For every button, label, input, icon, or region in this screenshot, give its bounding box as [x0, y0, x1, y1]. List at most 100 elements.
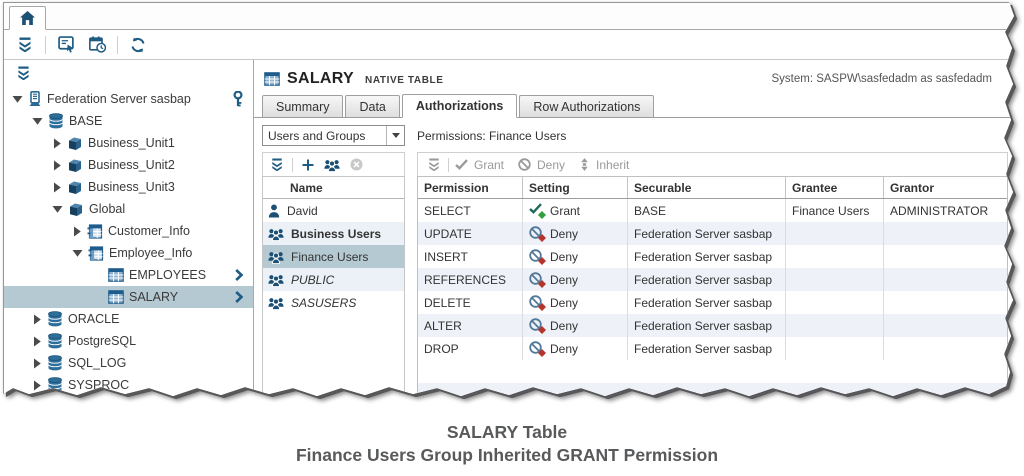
home-tab[interactable]: [9, 6, 46, 30]
expander-closed-icon[interactable]: [32, 358, 42, 369]
toolbar-separator: [448, 157, 449, 172]
remove-circle-icon: [350, 158, 363, 171]
key-icon[interactable]: [233, 91, 243, 107]
figure-caption: SALARY Table Finance Users Group Inherit…: [0, 421, 1014, 467]
column-header-grantor[interactable]: Grantor: [890, 180, 935, 195]
toolbar-separator: [45, 35, 46, 54]
tree-item-oracle[interactable]: ORACLE: [4, 308, 253, 330]
column-header-securable[interactable]: Securable: [628, 177, 786, 198]
user-row-sasusers[interactable]: SASUSERS: [263, 291, 404, 314]
tree-item-business-unit1[interactable]: Business_Unit1: [4, 132, 253, 154]
permission-row-drop[interactable]: DROP Deny Federation Server sasbap: [418, 337, 1007, 360]
group-icon: [268, 273, 284, 287]
column-header-permission[interactable]: Permission: [418, 177, 523, 198]
toolbar-separator: [117, 35, 118, 54]
deny-setting-icon: [529, 249, 545, 264]
actions-menu-button[interactable]: [14, 34, 36, 56]
users-list-header: Name: [263, 177, 404, 199]
tree-item-sysproc[interactable]: SYSPROC: [4, 374, 253, 396]
catalog-icon: [67, 158, 83, 173]
expander-closed-icon[interactable]: [32, 314, 42, 325]
user-row-david[interactable]: David: [263, 199, 404, 222]
add-group-button[interactable]: [323, 154, 341, 176]
user-row-public[interactable]: PUBLIC: [263, 268, 404, 291]
chevron-down-icon: [392, 133, 400, 138]
tree-item-customer-info[interactable]: Customer_Info: [4, 220, 253, 242]
sql-console-button[interactable]: [55, 34, 77, 56]
add-identity-button[interactable]: [300, 154, 316, 176]
expander-closed-icon[interactable]: [32, 336, 42, 347]
tree-item-label: EMPLOYEES: [129, 268, 207, 282]
user-row-business-users[interactable]: Business Users: [263, 222, 404, 245]
inherit-button-disabled[interactable]: Inherit: [596, 157, 630, 172]
expander-closed-icon[interactable]: [32, 380, 42, 391]
tab-data[interactable]: Data: [345, 95, 400, 117]
tree-item-label: ORACLE: [68, 312, 120, 326]
top-tab-strip: [4, 3, 1014, 30]
column-header-grantee[interactable]: Grantee: [786, 177, 884, 198]
deny-setting-icon: [529, 226, 545, 241]
expander-closed-icon[interactable]: [52, 160, 62, 171]
chevron-right-icon[interactable]: [235, 291, 243, 303]
table-icon: [108, 268, 124, 282]
tab-authorizations[interactable]: Authorizations: [401, 94, 518, 118]
database-icon: [47, 355, 63, 371]
refresh-button[interactable]: [127, 34, 149, 56]
tab-row-authorizations[interactable]: Row Authorizations: [519, 95, 655, 117]
users-actions-menu-button[interactable]: [269, 154, 285, 176]
tree-item-business-unit3[interactable]: Business_Unit3: [4, 176, 253, 198]
tree-item-postgresql[interactable]: PostgreSQL: [4, 330, 253, 352]
permission-row-alter[interactable]: ALTER Deny Federation Server sasbap: [418, 314, 1007, 337]
permission-row-delete[interactable]: DELETE Deny Federation Server sasbap: [418, 291, 1007, 314]
chevron-right-icon[interactable]: [235, 269, 243, 281]
expander-open-icon[interactable]: [12, 94, 23, 104]
tab-summary[interactable]: Summary: [262, 95, 344, 117]
dropdown-arrow-button[interactable]: [386, 126, 404, 145]
group-icon: [268, 296, 284, 310]
tree-item-base[interactable]: BASE: [4, 110, 253, 132]
tree-actions-menu-button[interactable]: [12, 62, 34, 84]
tree-item-business-unit2[interactable]: Business_Unit2: [4, 154, 253, 176]
expander-open-icon[interactable]: [52, 204, 63, 214]
column-header-setting[interactable]: Setting: [523, 177, 628, 198]
permission-row-insert[interactable]: INSERT Deny Federation Server sasbap: [418, 245, 1007, 268]
permissions-table: Permission Setting Securable Grantee Gra…: [417, 176, 1008, 396]
tree-item-global[interactable]: Global: [4, 198, 253, 220]
tree-item-salary[interactable]: SALARY: [4, 286, 253, 308]
expander-open-icon[interactable]: [32, 116, 43, 126]
tree-item-label: Global: [89, 202, 126, 216]
caption-line1: SALARY Table: [446, 422, 568, 442]
tree-item-label: Business_Unit1: [88, 136, 175, 150]
schedule-button[interactable]: [86, 34, 108, 56]
database-icon: [47, 311, 63, 327]
server-icon: [28, 91, 42, 107]
actions-menu-icon: [17, 66, 30, 80]
database-icon: [47, 377, 63, 393]
deny-setting-icon: [529, 318, 545, 333]
expander-open-icon[interactable]: [72, 248, 83, 258]
group-icon: [268, 250, 284, 264]
tree-item-label: Federation Server sasbap: [47, 92, 191, 106]
deny-button-disabled[interactable]: Deny: [537, 157, 566, 172]
identity-type-dropdown[interactable]: Users and Groups: [262, 125, 405, 146]
users-groups-panel: Users and Groups Name: [262, 125, 405, 396]
tree-item-sql-log[interactable]: SQL_LOG: [4, 352, 253, 374]
expander-closed-icon[interactable]: [52, 138, 62, 149]
tree-item-employees[interactable]: EMPLOYEES: [4, 264, 253, 286]
expander-closed-icon[interactable]: [72, 226, 82, 237]
remove-identity-button-disabled[interactable]: [348, 154, 364, 176]
user-row-finance-users[interactable]: Finance Users: [263, 245, 404, 268]
permission-row-references[interactable]: REFERENCES Deny Federation Server sa: [418, 268, 1007, 291]
grant-button-disabled[interactable]: Grant: [474, 157, 505, 172]
user-icon: [268, 204, 280, 218]
tree-toolbar: [4, 60, 253, 86]
actions-menu-icon: [271, 158, 283, 171]
tree-item-federation-server[interactable]: Federation Server sasbap: [4, 88, 253, 110]
database-icon: [48, 113, 64, 129]
screenshot-torn-frame: Federation Server sasbap BASE Business_U…: [3, 2, 1017, 402]
permission-row-update[interactable]: UPDATE Deny Federation Server sasbap: [418, 222, 1007, 245]
permission-row-select[interactable]: SELECT Grant BASE: [418, 199, 1007, 222]
permissions-actions-menu-button-disabled[interactable]: [426, 154, 442, 176]
expander-closed-icon[interactable]: [52, 182, 62, 193]
tree-item-employee-info[interactable]: Employee_Info: [4, 242, 253, 264]
